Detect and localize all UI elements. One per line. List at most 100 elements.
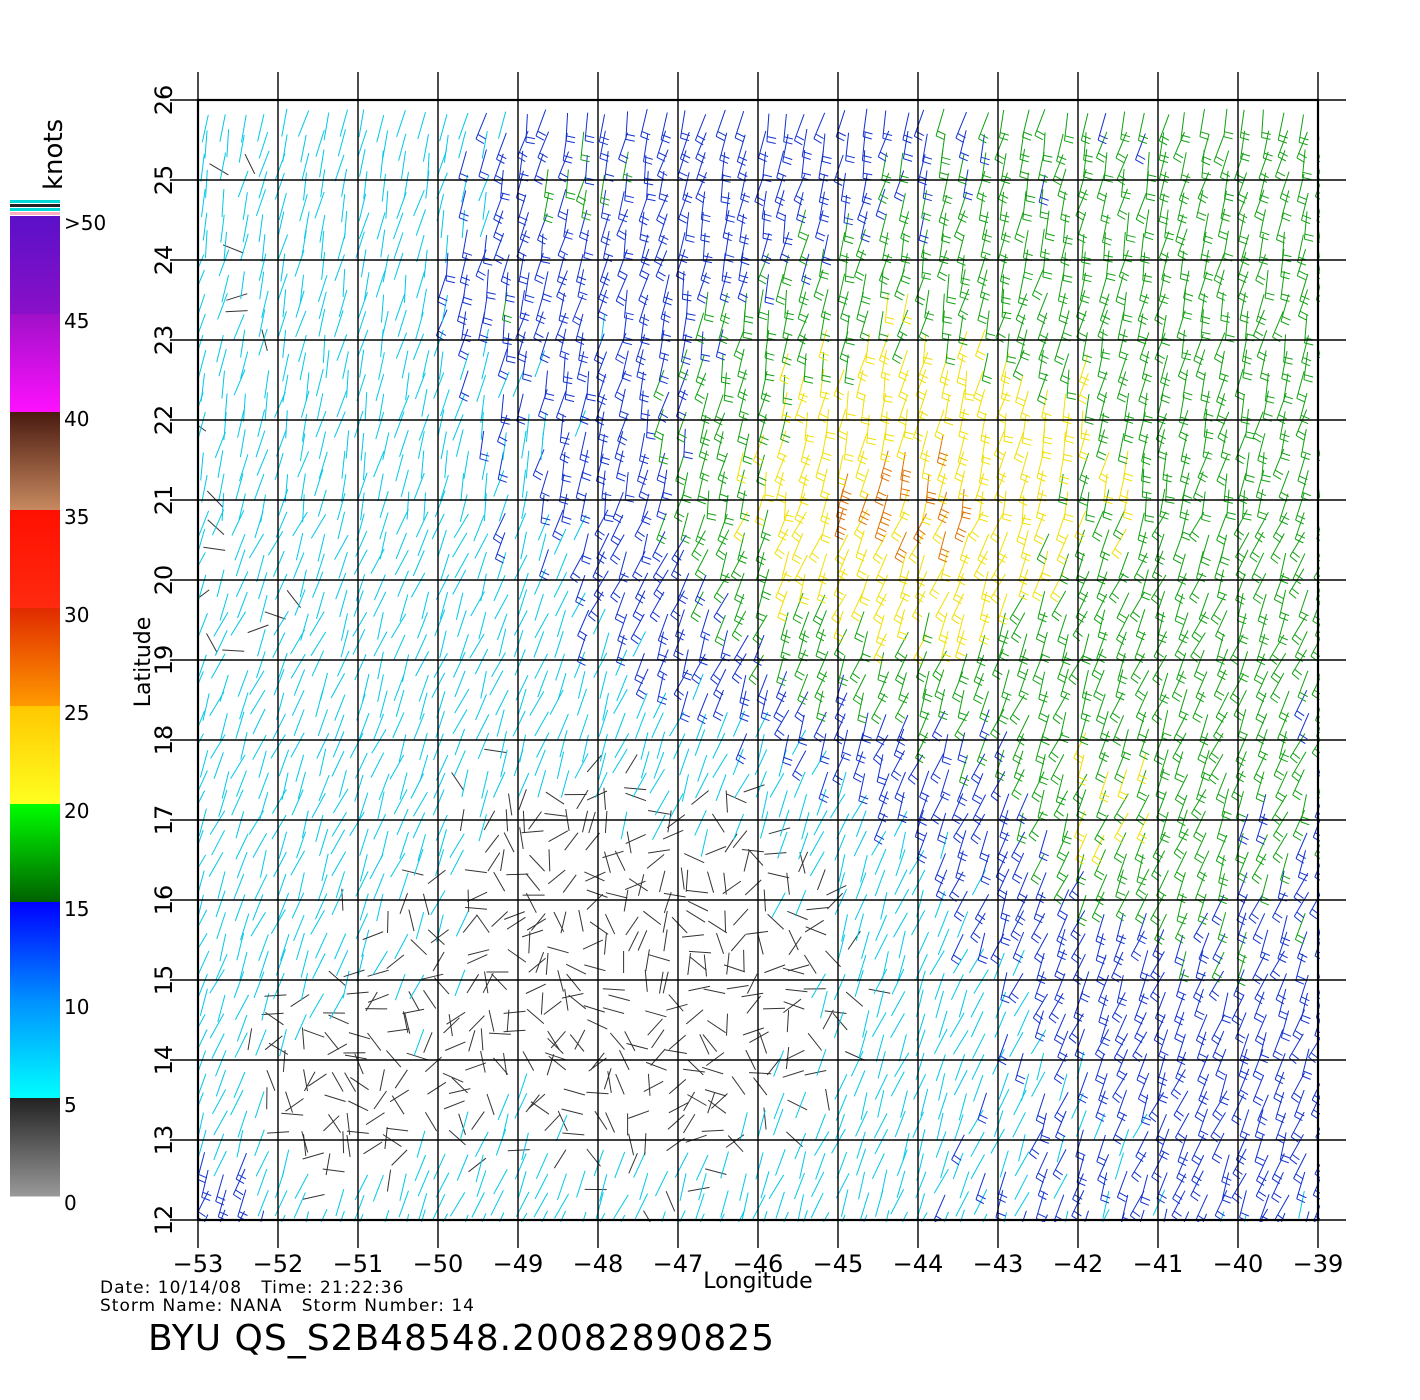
wind-barb (480, 1050, 486, 1073)
wind-barb (681, 934, 704, 938)
wind-barb (502, 432, 507, 461)
wind-barb (261, 290, 269, 319)
wind-barb (1272, 311, 1284, 343)
wind-barb (215, 1174, 226, 1206)
wind-barb (970, 1131, 985, 1157)
wind-barb (544, 1114, 561, 1132)
wind-barb (788, 929, 799, 951)
wind-barb (300, 950, 309, 978)
wind-barb (328, 1114, 342, 1133)
wind-barb (1053, 1013, 1066, 1045)
wind-barb (1159, 488, 1170, 520)
latitude-tick-label: 16 (150, 885, 178, 916)
wind-barb (628, 1110, 650, 1119)
wind-barb (929, 568, 944, 600)
wind-barb (818, 150, 829, 182)
wind-barb (1019, 451, 1031, 483)
wind-barb (346, 1112, 351, 1135)
wind-barb (895, 654, 908, 686)
wind-barb (375, 270, 386, 298)
wind-barb (1290, 1072, 1306, 1104)
wind-barb (346, 1135, 351, 1157)
wind-barb (397, 309, 407, 337)
longitude-tick-label: −48 (573, 1250, 624, 1278)
wind-barb (423, 1032, 433, 1053)
wind-barb (981, 434, 992, 465)
longitude-tick-label: −41 (1133, 1250, 1184, 1278)
wind-barb (1053, 1053, 1068, 1085)
wind-barb (957, 191, 969, 223)
wind-barb (1109, 692, 1124, 724)
wind-barb (660, 291, 671, 323)
wind-barb (437, 529, 447, 557)
wind-barb (653, 569, 669, 600)
wind-barb (1275, 771, 1288, 803)
wind-barb (317, 274, 328, 302)
legend-stripe (10, 208, 60, 211)
wind-barb (696, 272, 708, 304)
wind-barb (1279, 589, 1290, 621)
wind-barb (497, 348, 509, 380)
wind-barb (211, 830, 226, 856)
wind-barb (278, 831, 288, 859)
wind-barb (614, 850, 626, 871)
wind-barb (1080, 410, 1091, 441)
wind-barb (236, 851, 248, 879)
wind-barb (367, 993, 389, 1003)
wind-barb (211, 1033, 225, 1059)
wind-barb (662, 910, 668, 933)
wind-barb (575, 470, 586, 502)
wind-barb (1017, 1009, 1030, 1037)
wind-barb (1256, 294, 1267, 326)
wind-barb (1289, 531, 1305, 563)
wind-barb (816, 651, 829, 683)
wind-barb (1103, 473, 1114, 505)
wind-barb (1011, 612, 1026, 644)
wind-barb (1245, 408, 1256, 440)
wind-barb (1221, 1172, 1232, 1204)
wind-barb (1056, 1134, 1065, 1163)
wind-barb (355, 752, 368, 779)
wind-barb (897, 609, 908, 641)
wind-barb (732, 710, 746, 737)
wind-barb (820, 990, 828, 1019)
wind-barb (295, 754, 305, 782)
wind-barb (486, 269, 496, 300)
wind-barb (820, 468, 831, 500)
wind-barb (791, 511, 807, 543)
wind-barb (354, 410, 364, 438)
wind-barb (413, 713, 425, 740)
wind-barb (373, 713, 384, 741)
wind-barb (875, 614, 887, 647)
wind-barb (335, 572, 347, 600)
wind-barb (933, 1028, 948, 1055)
wind-barb (220, 214, 225, 243)
wind-barb (439, 630, 447, 659)
wind-barb (379, 512, 389, 540)
wind-barb (412, 812, 426, 839)
wind-barb (373, 631, 388, 657)
wind-barb (871, 830, 887, 856)
wind-barb (1034, 932, 1049, 964)
wind-barb (496, 613, 508, 641)
wind-barb (700, 609, 711, 641)
wind-barb (569, 1034, 585, 1052)
wind-barb (736, 452, 747, 484)
wind-barb (924, 289, 935, 321)
wind-barb (1117, 188, 1128, 220)
wind-barb (659, 971, 664, 994)
wind-barb (702, 1034, 718, 1052)
wind-barb (405, 372, 410, 401)
wind-barb (543, 1000, 562, 1015)
wind-barb (761, 190, 772, 222)
wind-barb (652, 814, 666, 841)
wind-barb (1195, 349, 1206, 381)
wind-barb (493, 470, 505, 497)
wind-barb (934, 891, 946, 918)
wind-barb (513, 610, 528, 636)
wind-barb (767, 913, 785, 930)
wind-barb (498, 494, 509, 522)
wind-barb (237, 1110, 248, 1138)
wind-barb (427, 869, 446, 884)
wind-barb (934, 973, 945, 1000)
